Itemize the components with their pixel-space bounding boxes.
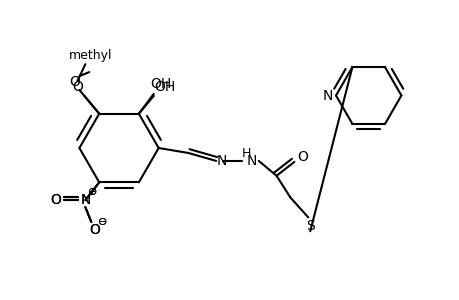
Text: methyl: methyl: [68, 49, 112, 62]
Text: OH: OH: [154, 80, 175, 94]
Text: ⊕: ⊕: [87, 187, 97, 197]
Text: O: O: [89, 223, 100, 237]
Text: N: N: [322, 88, 333, 103]
Text: O: O: [50, 193, 61, 207]
Text: N: N: [80, 193, 90, 207]
Text: S: S: [305, 219, 314, 233]
Text: N: N: [246, 154, 257, 168]
Text: O: O: [89, 223, 100, 237]
Text: OH: OH: [150, 77, 171, 91]
Text: O: O: [72, 80, 83, 94]
Text: ⊖: ⊖: [98, 217, 108, 227]
Text: N: N: [80, 193, 90, 207]
Text: O: O: [296, 150, 307, 164]
Text: H: H: [241, 148, 251, 160]
Text: O: O: [50, 193, 61, 207]
Text: O: O: [69, 75, 80, 89]
Text: ⊕: ⊕: [87, 187, 97, 197]
Text: ⊖: ⊖: [98, 217, 108, 227]
Text: N: N: [216, 154, 227, 168]
